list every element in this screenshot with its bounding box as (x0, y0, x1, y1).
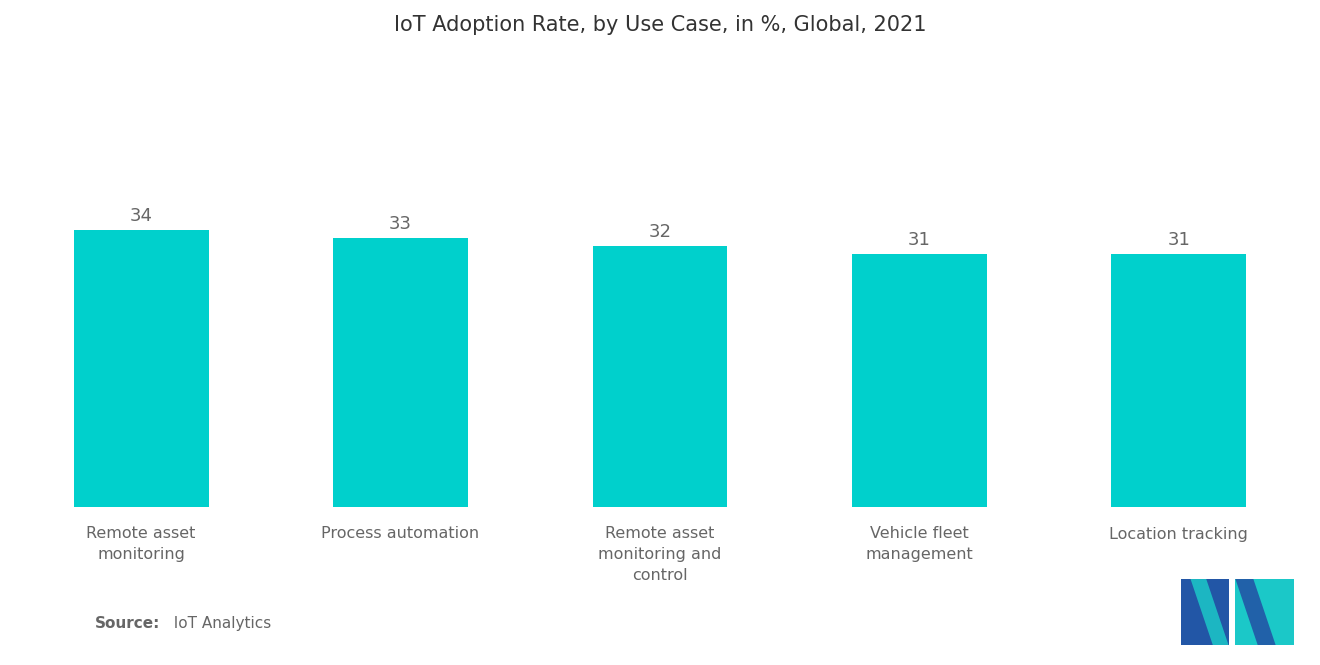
Bar (851, 255, 987, 507)
Text: 31: 31 (1167, 231, 1191, 249)
Bar (333, 238, 469, 507)
Bar (74, 230, 209, 507)
Text: Source:: Source: (95, 616, 161, 632)
Bar (593, 246, 727, 507)
Polygon shape (1230, 579, 1234, 645)
Polygon shape (1181, 579, 1229, 645)
Text: IoT Analytics: IoT Analytics (164, 616, 271, 632)
Polygon shape (1236, 579, 1294, 645)
Text: 33: 33 (389, 215, 412, 233)
Title: IoT Adoption Rate, by Use Case, in %, Global, 2021: IoT Adoption Rate, by Use Case, in %, Gl… (393, 15, 927, 35)
Text: 34: 34 (129, 207, 153, 225)
Text: 32: 32 (648, 223, 672, 241)
Polygon shape (1191, 579, 1229, 645)
Bar (1111, 255, 1246, 507)
Polygon shape (1236, 579, 1275, 645)
Text: 31: 31 (908, 231, 931, 249)
